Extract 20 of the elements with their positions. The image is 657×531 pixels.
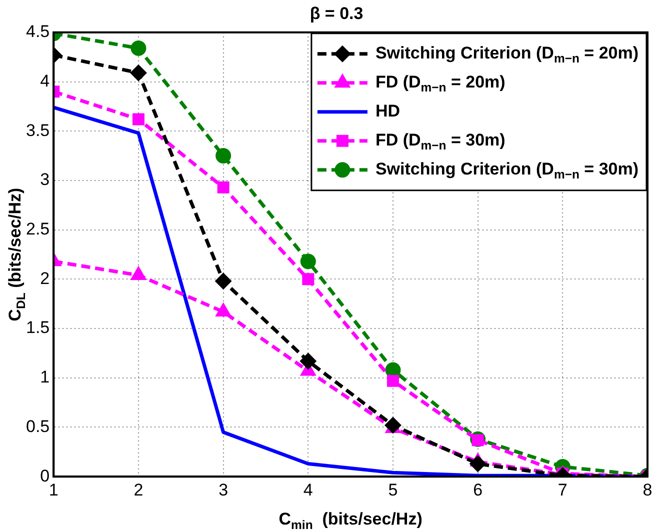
y-tick-label: 4.5 — [26, 22, 50, 42]
x-tick-label: 6 — [473, 480, 483, 500]
chart-title: β = 0.3 — [310, 4, 364, 23]
x-tick-label: 2 — [134, 480, 144, 500]
x-tick-label: 8 — [642, 480, 652, 500]
y-tick-label: 4 — [40, 71, 50, 90]
legend-label: HD — [375, 102, 400, 121]
x-tick-label: 5 — [388, 480, 398, 500]
y-tick-label: 2.5 — [26, 220, 50, 239]
y-tick-label: 0 — [40, 466, 50, 486]
y-tick-label: 3 — [40, 170, 50, 190]
y-tick-label: 0.5 — [26, 416, 50, 436]
x-tick-label: 4 — [303, 480, 313, 500]
y-tick-label: 2 — [40, 268, 50, 288]
y-tick-label: 1 — [40, 368, 50, 387]
x-tick-label: 7 — [558, 480, 568, 500]
y-tick-label: 3.5 — [26, 120, 50, 140]
y-tick-label: 1.5 — [26, 318, 50, 338]
y-axis-title: CDL (bits/sec/Hz) — [6, 188, 28, 322]
x-tick-label: 3 — [218, 480, 228, 500]
